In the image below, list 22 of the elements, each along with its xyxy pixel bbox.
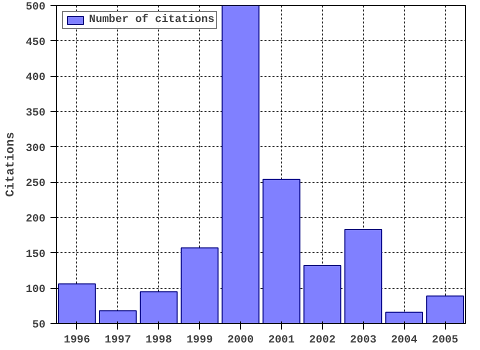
y-tick-label: 450: [26, 36, 46, 49]
y-tick-label: 500: [26, 2, 46, 14]
x-tick-label: 1996: [64, 334, 90, 346]
y-tick-label: 50: [32, 320, 46, 332]
y-tick-label: 250: [26, 178, 46, 190]
y-tick-label: 100: [26, 284, 46, 296]
x-tick-label: 2004: [390, 334, 418, 346]
x-tick-label: 1997: [104, 334, 132, 346]
y-axis-title: Citations: [4, 132, 18, 197]
y-tick-label: 200: [26, 214, 46, 226]
x-tick-label: 2001: [268, 334, 296, 346]
x-tick-label: 1999: [186, 334, 213, 346]
x-tick-label: 2005: [432, 334, 459, 346]
x-tick-label: 2000: [227, 334, 254, 346]
y-tick-label: 150: [26, 248, 46, 261]
y-tick-label: 300: [26, 142, 46, 155]
y-tick-label: 400: [26, 72, 46, 84]
x-tick-label: 2003: [350, 334, 377, 346]
x-tick-label: 2002: [309, 334, 336, 346]
legend-label: Number of citations: [89, 14, 214, 26]
y-tick-label: 350: [26, 108, 46, 120]
x-tick-label: 1998: [146, 334, 172, 346]
